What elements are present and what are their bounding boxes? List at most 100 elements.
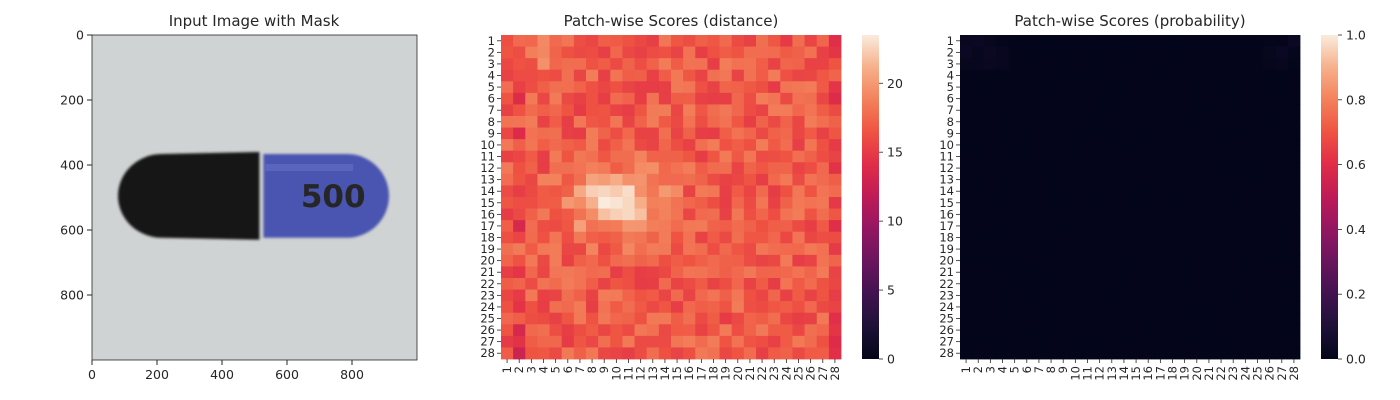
- heatmap-cell: [1263, 116, 1277, 128]
- heatmap-cell: [743, 92, 757, 105]
- y-tick-label: 1: [947, 34, 954, 48]
- heatmap-cell: [1008, 289, 1022, 302]
- x-tick-label: 24: [1238, 366, 1252, 381]
- heatmap-cell: [501, 347, 514, 360]
- heatmap-cell: [1020, 243, 1034, 256]
- heatmap-cell: [622, 243, 635, 256]
- heatmap-cell: [1045, 92, 1058, 105]
- heatmap-cell: [756, 243, 769, 256]
- heatmap-cell: [707, 185, 720, 198]
- heatmap-cell: [1263, 35, 1277, 47]
- heatmap-cell: [743, 278, 757, 290]
- heatmap-cell: [634, 312, 648, 325]
- heatmap-cell: [1117, 150, 1131, 163]
- heatmap-cell: [1251, 301, 1264, 314]
- heatmap-cell: [671, 278, 684, 290]
- x-tick-label: 3: [524, 366, 538, 373]
- heatmap-cell: [1287, 127, 1301, 140]
- heatmap-cell: [501, 127, 514, 140]
- heatmap-cell: [1251, 220, 1264, 233]
- heatmap-cell: [598, 220, 611, 233]
- heatmap-cell: [1287, 324, 1301, 337]
- heatmap-cell: [1045, 116, 1058, 128]
- heatmap-cell: [598, 58, 611, 71]
- heatmap-cell: [1057, 173, 1070, 186]
- heatmap-cell: [598, 289, 611, 302]
- heatmap-cell: [501, 324, 514, 337]
- heatmap-cell: [828, 185, 842, 198]
- heatmap-cell: [1275, 173, 1289, 186]
- heatmap-cell: [1154, 324, 1167, 337]
- heatmap-cell: [984, 243, 997, 256]
- heatmap-cell: [1263, 104, 1277, 117]
- heatmap-cell: [996, 254, 1009, 267]
- heatmap-cell: [658, 278, 672, 290]
- heatmap-cell: [1239, 278, 1252, 290]
- heatmap-cell: [1057, 92, 1070, 105]
- heatmap-cell: [828, 266, 842, 279]
- heatmap-cell: [634, 150, 648, 163]
- heatmap-cell: [1166, 127, 1179, 140]
- heatmap-cell: [1093, 173, 1107, 186]
- heatmap-cell: [828, 335, 842, 348]
- heatmap-cell: [1178, 231, 1192, 244]
- heatmap-cell: [1251, 197, 1264, 209]
- heatmap-cell: [525, 266, 538, 279]
- heatmap-cell: [549, 81, 563, 94]
- heatmap-cell: [646, 301, 660, 314]
- x-tick-label: 8: [585, 366, 599, 373]
- heatmap-cell: [561, 81, 575, 94]
- heatmap-cell: [671, 301, 684, 314]
- heatmap-cell: [549, 312, 563, 325]
- heatmap-cell: [768, 301, 781, 314]
- heatmap-cell: [1081, 220, 1094, 233]
- heatmap-cell: [960, 278, 973, 290]
- x-tick-label: 22: [755, 366, 769, 381]
- heatmap-cell: [1093, 347, 1107, 360]
- heatmap-cell: [1105, 173, 1119, 186]
- heatmap-cell: [671, 127, 684, 140]
- heatmap-cell: [1166, 220, 1179, 233]
- heatmap-cell: [1130, 312, 1143, 325]
- heatmap-cell: [622, 208, 635, 221]
- heatmap-cell: [1081, 35, 1094, 47]
- heatmap-cell: [1105, 231, 1119, 244]
- heatmap-cell: [1287, 162, 1301, 175]
- heatmap-cell: [1227, 335, 1240, 348]
- heatmap-cell: [1105, 197, 1119, 209]
- heatmap-cell: [1057, 46, 1070, 59]
- heatmap-cell: [743, 139, 757, 152]
- heatmap-cell: [646, 58, 660, 71]
- heatmap-cell: [707, 58, 720, 71]
- probability-heatmap-cells: [960, 35, 1301, 360]
- heatmap-cell: [1227, 81, 1240, 94]
- y-tick-label: 3: [947, 57, 954, 71]
- heatmap-cell: [1142, 185, 1155, 198]
- heatmap-cell: [1069, 81, 1082, 94]
- heatmap-cell: [537, 220, 550, 233]
- heatmap-cell: [1202, 347, 1216, 360]
- heatmap-cell: [1239, 173, 1252, 186]
- heatmap-cell: [1251, 173, 1264, 186]
- heatmap-cell: [537, 92, 550, 105]
- heatmap-cell: [513, 35, 526, 47]
- heatmap-cell: [525, 185, 538, 198]
- heatmap-cell: [622, 92, 635, 105]
- heatmap-cell: [1130, 92, 1143, 105]
- heatmap-cell: [780, 208, 793, 221]
- heatmap-cell: [1093, 208, 1107, 221]
- heatmap-cell: [984, 220, 997, 233]
- y-tick-label: 11: [939, 150, 954, 164]
- heatmap-cell: [622, 81, 635, 94]
- heatmap-cell: [984, 46, 997, 59]
- heatmap-cell: [1154, 208, 1167, 221]
- x-tick-label: 12: [634, 366, 648, 381]
- heatmap-cell: [1105, 243, 1119, 256]
- heatmap-cell: [1142, 162, 1155, 175]
- heatmap-cell: [816, 173, 830, 186]
- heatmap-cell: [1008, 92, 1022, 105]
- heatmap-cell: [1093, 116, 1107, 128]
- heatmap-cell: [610, 58, 623, 71]
- heatmap-cell: [1190, 127, 1204, 140]
- x-tick-label: 600: [275, 367, 299, 382]
